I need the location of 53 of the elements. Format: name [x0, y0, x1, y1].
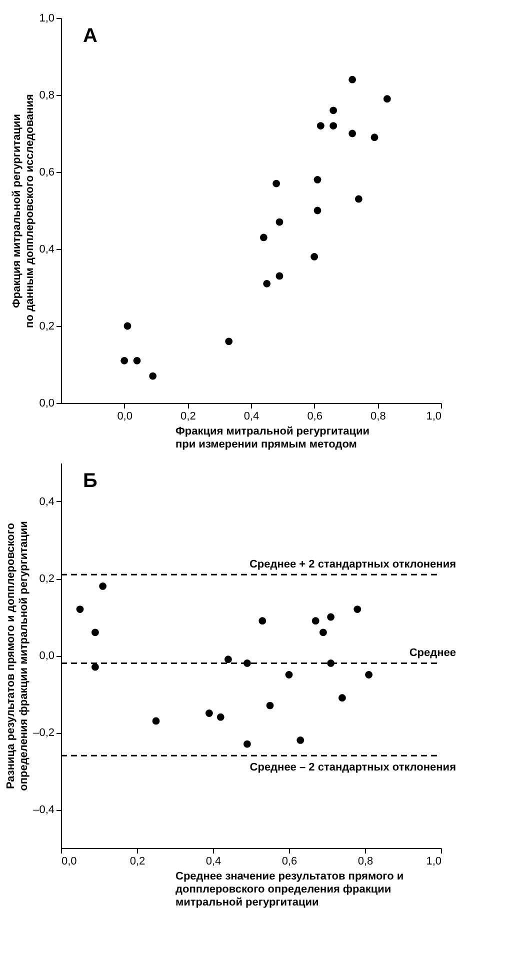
- y-tick-label: 0,4: [39, 244, 54, 256]
- y-tick-label: –0,2: [33, 727, 54, 739]
- ref-line-label: Среднее – 2 стандартных отклонения: [250, 762, 456, 774]
- x-tick-label: 0,8: [370, 410, 386, 422]
- x-tick-label: 0,2: [180, 410, 196, 422]
- y-axis-title: Фракция митральной регургитации по данным допплеровского исследования: [11, 94, 36, 328]
- y-tick-label: 0,4: [39, 496, 54, 508]
- x-tick-label: 0,6: [307, 410, 322, 422]
- point: [348, 76, 356, 84]
- y-tick-label: –0,4: [33, 804, 54, 816]
- point: [260, 234, 268, 242]
- x-tick-label: 0,0: [117, 410, 132, 422]
- chart-title: Б: [83, 470, 98, 492]
- point: [263, 280, 271, 288]
- point: [225, 338, 233, 346]
- y-tick-label: 0,6: [39, 166, 54, 178]
- point: [330, 122, 338, 130]
- x-axis-title: Среднее значение результатов прямого и допплеровского определения фракции митральной регургитации: [176, 870, 404, 908]
- point: [316, 122, 324, 130]
- point: [120, 356, 128, 364]
- point: [383, 95, 391, 103]
- point: [314, 176, 322, 184]
- x-tick-label: 0,4: [206, 856, 222, 868]
- x-tick-label: 1,0: [426, 856, 442, 868]
- ref-line-label: Среднее: [409, 647, 456, 660]
- x-tick-label: 0,4: [244, 410, 260, 422]
- point: [314, 206, 322, 214]
- point: [370, 134, 378, 142]
- y-tick-label: 0,2: [39, 573, 54, 585]
- y-tick-label: 0,8: [39, 90, 54, 102]
- y-axis-title: Разница результатов прямого и допплеровского определения фракции митральной регургитации: [5, 521, 30, 791]
- y-tick-label: 0,2: [39, 320, 54, 332]
- ref-line-label: Среднее + 2 стандартных отклонения: [249, 558, 456, 571]
- chart-title: А: [83, 25, 98, 47]
- point: [354, 195, 362, 203]
- point: [276, 218, 284, 226]
- point: [276, 272, 284, 280]
- x-axis-title: Фракция митральной регургитации при измерении прямым методом: [176, 426, 370, 450]
- x-tick-label: 1,0: [426, 410, 442, 422]
- point: [348, 130, 356, 138]
- x-tick-label: 0,8: [358, 856, 374, 868]
- point: [133, 356, 141, 364]
- point: [124, 322, 132, 330]
- point: [149, 372, 157, 380]
- point: [330, 106, 338, 114]
- x-tick-label: 0,6: [282, 856, 298, 868]
- x-tick-label: 0,2: [130, 856, 146, 868]
- y-tick-label: 0,0: [39, 398, 54, 410]
- point: [310, 253, 318, 260]
- x-tick-label: 0,0: [62, 856, 77, 868]
- y-tick-label: 0,0: [39, 650, 54, 662]
- point: [272, 180, 280, 188]
- y-tick-label: 1,0: [39, 12, 54, 24]
